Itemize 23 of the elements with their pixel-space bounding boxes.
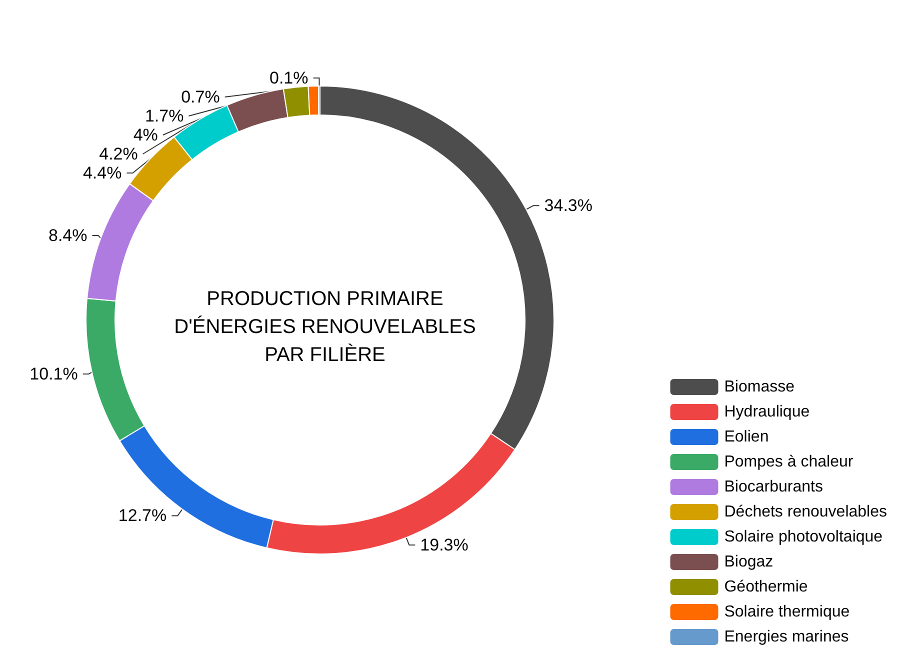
legend-label: Biomasse <box>724 378 795 396</box>
data-label: 4.2% <box>99 144 138 164</box>
legend-label: Déchets renouvelables <box>724 504 887 520</box>
legend-label: Géothermie <box>724 578 808 596</box>
legend-label: Eolien <box>724 428 769 446</box>
data-label: 0.7% <box>181 88 220 106</box>
text: PRODUCTION PRIMAIRE D'ÉNERGIES RENOUVELABLES PAR FILIÈRE <box>174 288 476 366</box>
data-label: 12.7% <box>118 506 167 526</box>
data-label: 19.3% <box>420 535 468 554</box>
legend-label: Energies marines <box>724 628 849 646</box>
legend-label: Pompes à chaleur <box>724 454 854 470</box>
legend-label: Solaire thermique <box>724 604 850 620</box>
legend-label: Biocarburants <box>724 478 823 496</box>
data-label: 1.7% <box>144 106 184 126</box>
data-label: 4% <box>133 126 158 144</box>
legend-label: Hydraulique <box>724 404 810 420</box>
data-label: 10.1% <box>30 364 78 384</box>
legend-label: Solaire photovoltaique <box>724 528 883 546</box>
legend-label: Biogaz <box>724 554 774 570</box>
data-label: 34.3% <box>544 196 592 216</box>
data-label: 0.1% <box>269 68 308 88</box>
data-label: 4.4% <box>82 164 122 182</box>
data-label: 8.4% <box>48 226 88 245</box>
